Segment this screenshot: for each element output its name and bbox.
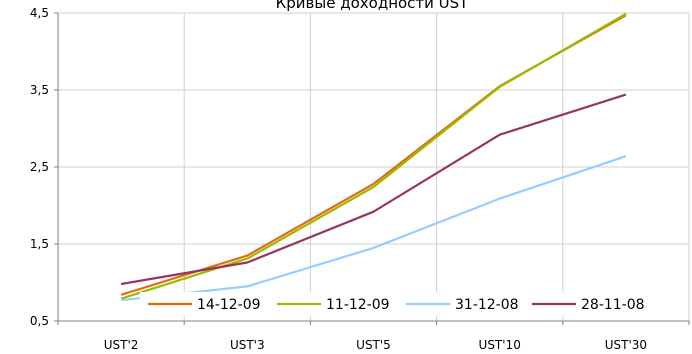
grid-lines: [58, 12, 690, 321]
legend-label: 28-11-08: [581, 297, 645, 313]
legend-label: 11-12-09: [326, 297, 390, 313]
legend-label: 14-12-09: [197, 297, 261, 313]
y-tick-label: 0,5: [30, 314, 49, 328]
x-tick-label: UST'5: [356, 338, 391, 352]
axes: [54, 12, 690, 325]
y-tick-label: 1,5: [30, 237, 49, 251]
y-tick-label: 4,5: [30, 6, 49, 20]
x-tick-label: UST'30: [605, 338, 647, 352]
y-tick-labels: 0,5 1,5 2,5 3,5 4,5: [30, 6, 49, 328]
legend: 14-12-09 11-12-09 31-12-08 28-11-08: [148, 297, 645, 313]
x-tick-label: UST'2: [104, 338, 139, 352]
series-lines: [120, 12, 627, 302]
y-tick-label: 3,5: [30, 83, 49, 97]
chart-title: Кривые доходности UST: [276, 0, 470, 12]
x-tick-label: UST'3: [230, 338, 265, 352]
legend-label: 31-12-08: [455, 297, 519, 313]
y-tick-label: 2,5: [30, 160, 49, 174]
x-tick-label: UST'10: [479, 338, 521, 352]
x-tick-labels: UST'2 UST'3 UST'5 UST'10 UST'30: [104, 338, 647, 352]
